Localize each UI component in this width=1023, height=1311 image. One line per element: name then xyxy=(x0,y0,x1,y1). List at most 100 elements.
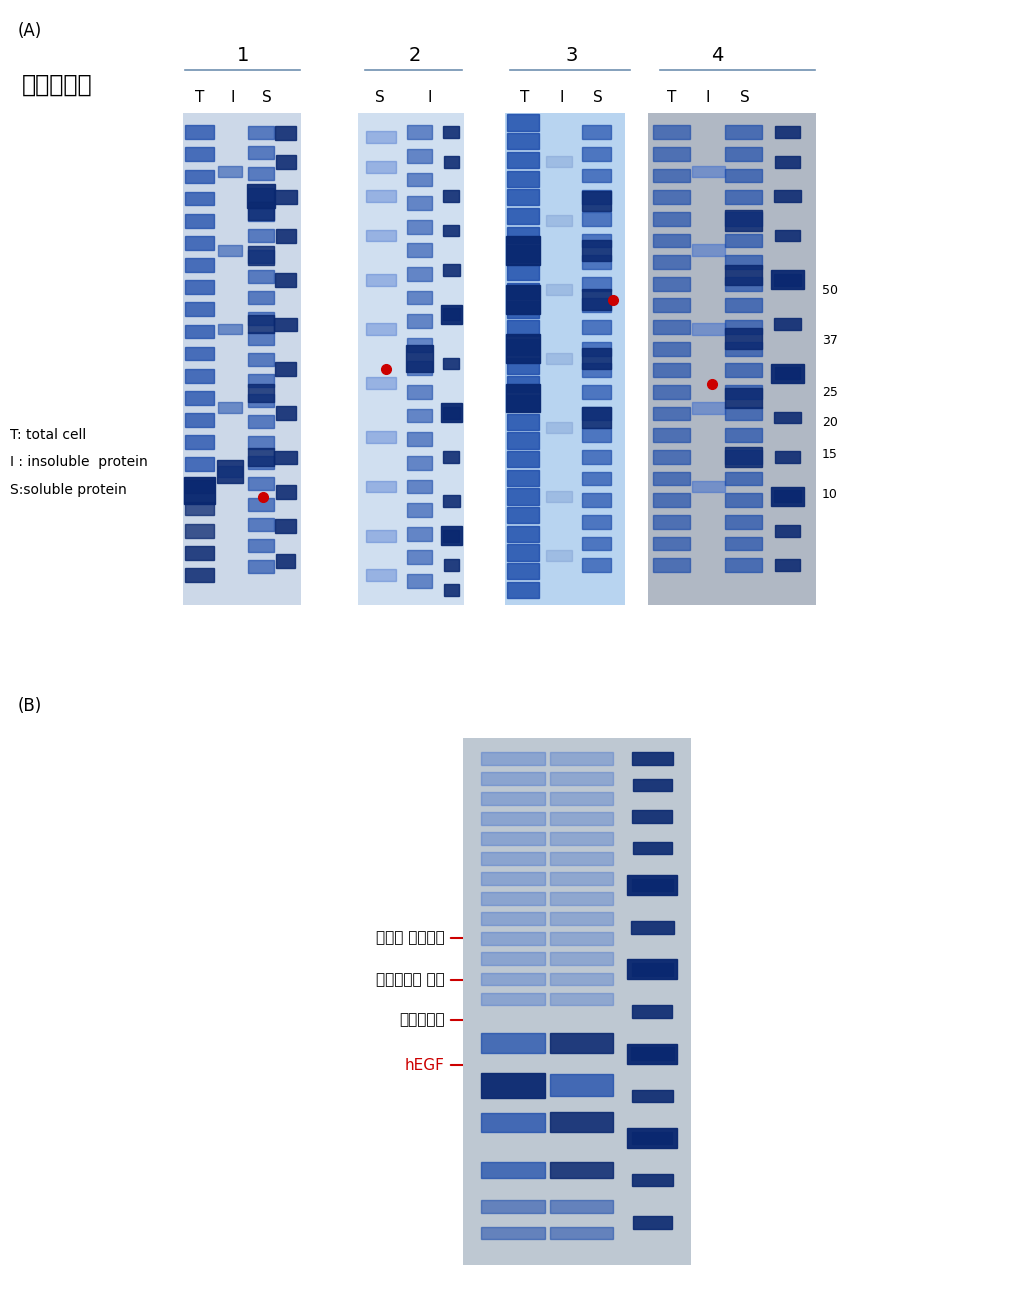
Bar xyxy=(692,401,725,413)
Bar xyxy=(274,451,298,464)
Bar xyxy=(632,1131,672,1145)
Bar xyxy=(632,810,672,823)
Bar xyxy=(481,772,545,785)
Bar xyxy=(507,469,538,486)
Bar xyxy=(407,574,432,587)
Bar xyxy=(627,1127,677,1148)
Bar xyxy=(725,447,762,467)
Bar xyxy=(248,246,274,265)
Bar xyxy=(582,126,611,139)
Bar xyxy=(443,496,460,507)
Bar xyxy=(507,283,538,299)
Bar xyxy=(725,406,762,421)
Bar xyxy=(248,435,274,448)
Bar xyxy=(632,964,673,975)
Bar xyxy=(443,358,459,370)
Bar xyxy=(366,190,396,202)
Bar xyxy=(185,413,214,427)
Bar xyxy=(692,481,725,493)
Bar xyxy=(481,953,545,965)
Bar xyxy=(653,429,690,442)
Bar xyxy=(185,480,214,493)
Bar xyxy=(407,362,432,375)
Text: T: T xyxy=(521,90,530,105)
Bar xyxy=(653,169,690,182)
Bar xyxy=(549,893,614,905)
Bar xyxy=(632,878,673,891)
Bar xyxy=(507,302,538,317)
Text: 4: 4 xyxy=(711,46,723,66)
Bar xyxy=(481,753,545,764)
Bar xyxy=(407,315,432,328)
Bar xyxy=(218,467,242,477)
Bar xyxy=(218,324,242,334)
Bar xyxy=(653,342,690,355)
Bar xyxy=(481,813,545,825)
Bar xyxy=(366,431,396,443)
Bar xyxy=(770,270,804,290)
Bar xyxy=(549,772,614,785)
Bar xyxy=(217,460,243,484)
Text: T: T xyxy=(195,90,205,105)
Bar xyxy=(725,211,762,231)
Bar xyxy=(507,170,538,186)
Text: T: T xyxy=(667,90,676,105)
Bar xyxy=(248,477,274,490)
Bar xyxy=(441,305,461,324)
Bar xyxy=(507,376,538,392)
Bar xyxy=(481,1113,545,1131)
Bar xyxy=(725,299,762,312)
Bar xyxy=(546,490,572,502)
Bar xyxy=(507,358,538,374)
Bar xyxy=(653,450,690,464)
Bar xyxy=(506,384,540,412)
Bar xyxy=(549,953,614,965)
Text: I: I xyxy=(560,90,565,105)
Bar xyxy=(582,342,611,355)
Bar xyxy=(725,190,762,205)
Bar xyxy=(366,481,396,493)
Bar xyxy=(549,1227,614,1239)
Bar xyxy=(507,489,538,505)
Bar xyxy=(407,173,432,186)
Bar xyxy=(549,973,614,985)
Bar xyxy=(506,236,540,265)
Bar xyxy=(653,493,690,507)
Bar xyxy=(725,320,762,334)
Bar xyxy=(692,244,725,256)
Bar xyxy=(725,147,762,161)
Bar xyxy=(507,189,538,206)
Bar xyxy=(653,536,690,551)
Bar xyxy=(546,422,572,433)
Bar xyxy=(443,190,459,202)
Bar xyxy=(506,334,540,363)
Bar xyxy=(185,346,214,361)
Text: 37: 37 xyxy=(822,333,838,346)
Bar xyxy=(248,353,274,366)
Bar xyxy=(632,1089,673,1103)
Bar xyxy=(582,536,611,551)
Bar xyxy=(582,212,611,225)
Bar xyxy=(549,1112,614,1133)
Bar xyxy=(633,779,672,792)
Bar xyxy=(185,568,214,582)
Bar xyxy=(407,338,432,351)
Text: 10: 10 xyxy=(822,488,838,501)
Bar xyxy=(218,402,242,413)
Bar xyxy=(218,245,242,256)
Bar xyxy=(507,134,538,149)
Bar xyxy=(653,233,690,248)
Text: I: I xyxy=(706,90,710,105)
Bar xyxy=(407,480,432,493)
Bar xyxy=(546,549,572,561)
Bar xyxy=(770,364,804,383)
Bar xyxy=(774,451,800,463)
Bar xyxy=(507,582,538,598)
Bar xyxy=(773,490,801,502)
Bar xyxy=(366,131,396,143)
Bar xyxy=(725,329,762,349)
Bar xyxy=(774,367,800,379)
Bar xyxy=(653,515,690,528)
Bar xyxy=(507,395,538,412)
Bar xyxy=(218,166,242,177)
